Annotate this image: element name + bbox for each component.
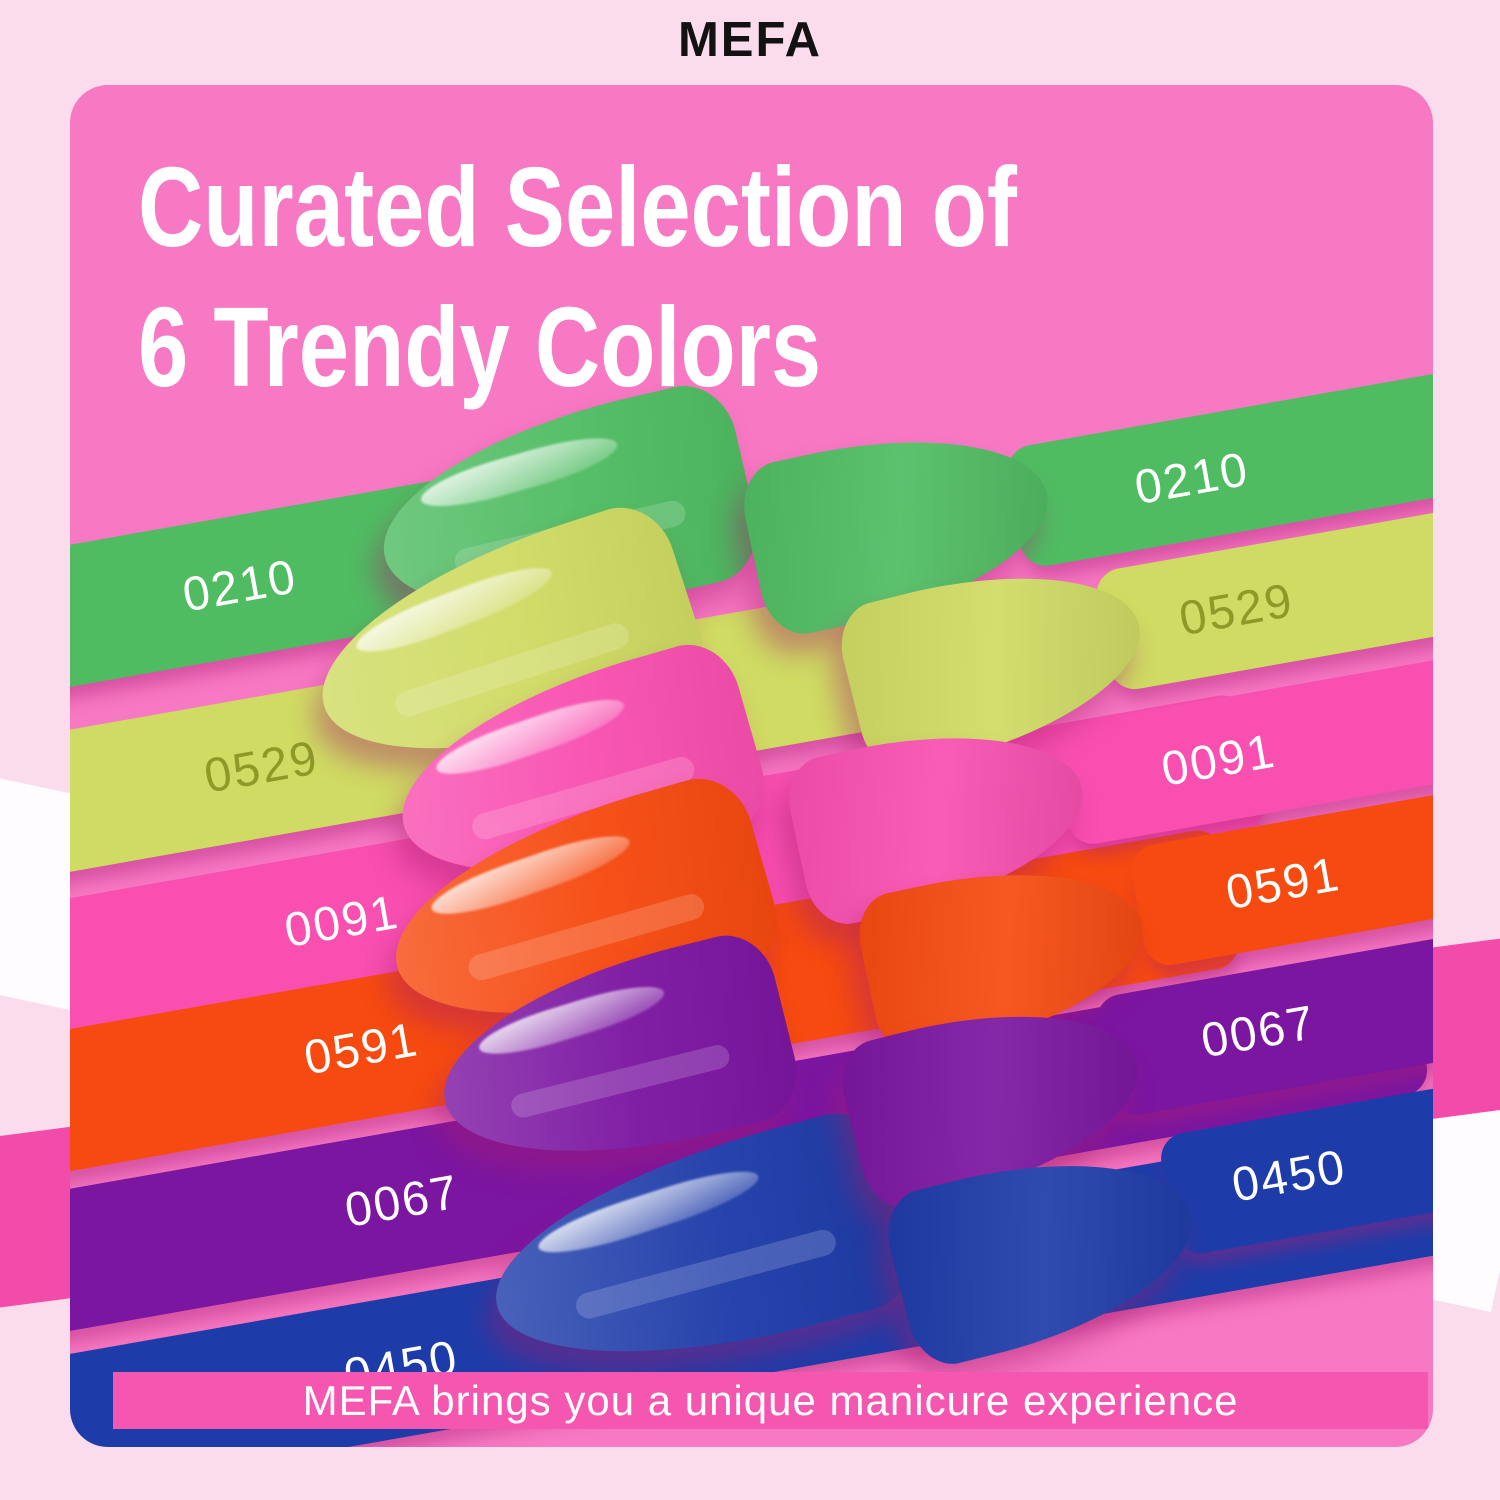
headline-line-2: 6 Trendy Colors [138, 284, 822, 411]
color-code-label: 0529 [1175, 573, 1298, 646]
headline-line-1: Curated Selection of [138, 144, 1018, 270]
headline: Curated Selection of 6 Trendy Colors [138, 137, 1017, 417]
main-card: Curated Selection of 6 Trendy Colors 021… [70, 85, 1433, 1447]
color-code-label: 0210 [178, 549, 301, 622]
color-code-label: 0591 [300, 1012, 423, 1085]
color-code-label: 0067 [341, 1165, 464, 1238]
gloss-highlight-soft [508, 1042, 732, 1121]
color-code-label: 0529 [200, 730, 323, 804]
gloss-highlight [416, 426, 622, 518]
color-code-label: 0091 [280, 885, 403, 958]
color-code-label: 0067 [1197, 995, 1320, 1068]
color-code-label: 0591 [1222, 847, 1345, 920]
color-code-label: 0210 [1130, 442, 1253, 515]
bottom-banner: MEFA brings you a unique manicure experi… [113, 1372, 1428, 1429]
color-code-label: 0450 [1227, 1139, 1351, 1213]
color-code-label: 0091 [1157, 724, 1280, 797]
brand-logo: MEFA [677, 13, 823, 67]
bottom-banner-text: MEFA brings you a unique manicure experi… [302, 1376, 1239, 1424]
